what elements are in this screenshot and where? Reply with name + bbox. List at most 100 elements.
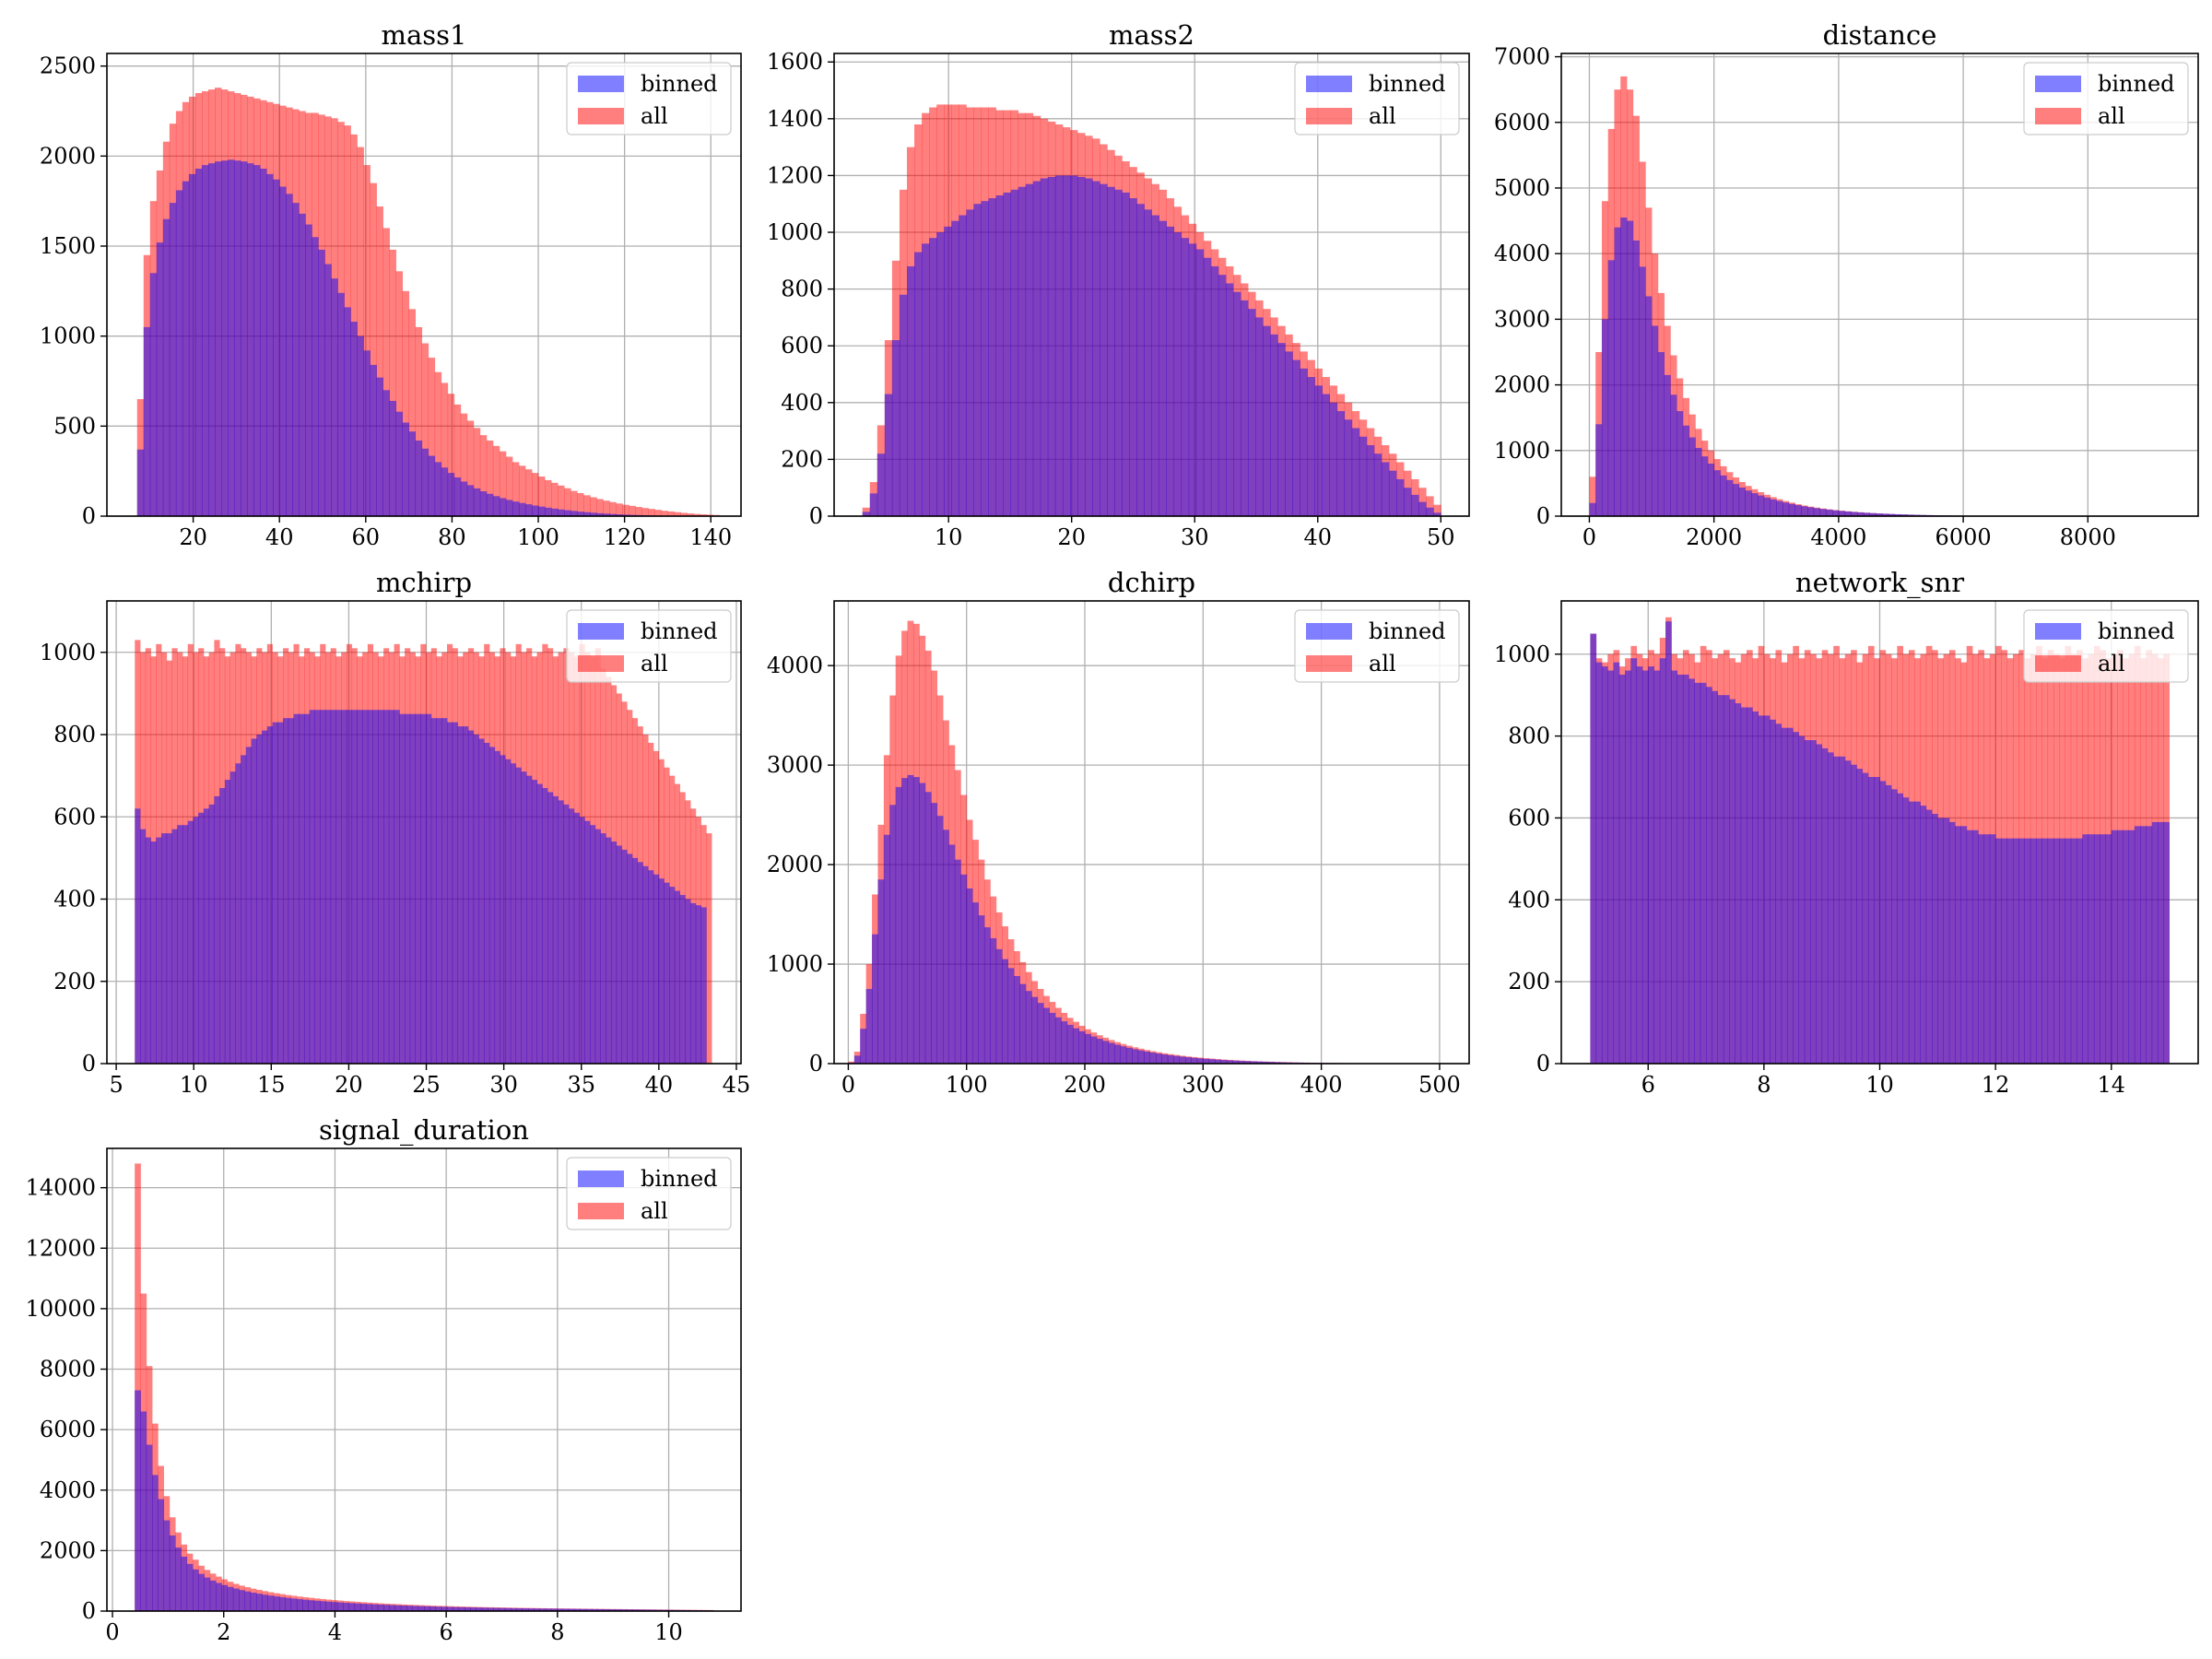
- bar-binned: [1161, 1054, 1169, 1064]
- bar-binned: [1241, 300, 1249, 516]
- bar-binned: [1073, 1028, 1079, 1064]
- bar-binned: [988, 198, 996, 516]
- bar-all: [545, 479, 552, 516]
- bar-binned: [402, 422, 410, 516]
- bar-binned: [344, 307, 351, 516]
- bar-binned: [406, 1606, 413, 1611]
- x-tick-label: 40: [1303, 524, 1332, 550]
- bar-binned: [166, 833, 172, 1064]
- bar-binned: [1659, 658, 1666, 1064]
- bar-binned: [1671, 670, 1678, 1064]
- bar-binned: [262, 730, 268, 1064]
- chart-title: mass2: [1109, 19, 1194, 51]
- bar-binned: [1114, 189, 1123, 516]
- bar-binned: [1129, 198, 1137, 516]
- bar-all: [1589, 477, 1596, 516]
- y-tick-label: 0: [809, 1051, 823, 1077]
- bar-binned: [558, 509, 565, 516]
- bar-binned: [1738, 488, 1746, 516]
- bar-binned: [1670, 394, 1677, 516]
- legend-swatch-binned: [1306, 623, 1352, 640]
- bar-binned: [188, 173, 196, 517]
- bar-binned: [1978, 834, 1984, 1064]
- bar-binned: [1590, 633, 1597, 1064]
- bar-all: [706, 833, 712, 1064]
- bar-binned: [367, 710, 374, 1064]
- bar-binned: [2047, 838, 2054, 1064]
- bar-binned: [1136, 204, 1145, 516]
- bar-binned: [1149, 1053, 1157, 1064]
- bar-binned: [1314, 385, 1323, 516]
- bar-binned: [1851, 764, 1857, 1064]
- x-tick-label: 30: [1181, 524, 1209, 550]
- bar-binned: [1151, 215, 1159, 516]
- bar-binned: [227, 1586, 234, 1611]
- bar-binned: [627, 853, 633, 1064]
- bar-binned: [288, 718, 294, 1064]
- bar-binned: [299, 213, 306, 516]
- bar-binned: [1366, 445, 1375, 516]
- bar-all: [596, 499, 604, 516]
- bar-binned: [1166, 226, 1175, 516]
- bar-binned: [891, 340, 900, 516]
- legend-label-binned: binned: [1369, 618, 1446, 644]
- bar-binned: [532, 505, 539, 516]
- bar-binned: [901, 778, 908, 1064]
- legend: binned all: [566, 1157, 732, 1230]
- bar-binned: [346, 710, 353, 1064]
- bar-binned: [135, 808, 141, 1064]
- bar-binned: [552, 795, 559, 1064]
- bar-binned: [594, 829, 601, 1064]
- bar-binned: [1179, 1056, 1186, 1064]
- x-tick-label: 10: [180, 1072, 208, 1098]
- bar-binned: [467, 730, 475, 1064]
- bar-binned: [331, 1602, 338, 1611]
- y-tick-label: 2000: [40, 1537, 96, 1563]
- bar-binned: [1351, 428, 1360, 516]
- bar-binned: [309, 710, 315, 1064]
- bar-binned: [1857, 512, 1865, 516]
- bar-binned: [895, 786, 902, 1064]
- bar-binned: [486, 493, 494, 516]
- bar-all: [674, 512, 681, 516]
- bar-binned: [399, 713, 406, 1064]
- bar-binned: [2001, 838, 2008, 1064]
- bar-binned: [296, 1599, 303, 1611]
- bar-binned: [1682, 425, 1690, 516]
- bar-binned: [862, 512, 871, 516]
- bar-binned: [324, 264, 332, 516]
- bar-binned: [978, 915, 985, 1064]
- bar-binned: [163, 1520, 171, 1611]
- y-tick-label: 1000: [1494, 438, 1550, 464]
- bar-binned: [156, 242, 164, 516]
- chart-title: mass1: [381, 19, 466, 51]
- bar-binned: [1745, 490, 1752, 516]
- bar-binned: [1262, 1061, 1269, 1064]
- bar-binned: [241, 755, 247, 1064]
- y-tick-label: 7000: [1494, 44, 1550, 70]
- bar-binned: [1914, 801, 1921, 1064]
- y-tick-label: 500: [53, 413, 96, 439]
- bar-binned: [383, 1605, 390, 1611]
- bar-binned: [175, 190, 183, 516]
- bar-binned: [1664, 374, 1671, 516]
- bar-binned: [531, 780, 537, 1064]
- bar-binned: [1894, 513, 1901, 516]
- bar-binned: [2140, 826, 2147, 1064]
- bar-binned: [156, 837, 162, 1064]
- y-tick-label: 0: [82, 1598, 96, 1624]
- bar-binned: [429, 1606, 436, 1611]
- y-tick-label: 1200: [767, 162, 823, 188]
- bar-all: [667, 511, 675, 516]
- bar-binned: [283, 718, 289, 1064]
- bar-binned: [505, 500, 513, 516]
- bar-binned: [378, 710, 384, 1064]
- bar-binned: [1844, 760, 1852, 1064]
- bar-binned: [1839, 756, 1846, 1064]
- bar-binned: [914, 252, 923, 516]
- bar-binned: [453, 477, 462, 516]
- bar-binned: [877, 879, 885, 1064]
- bar-all: [577, 492, 584, 516]
- bar-binned: [538, 506, 546, 516]
- bar-binned: [638, 1609, 644, 1611]
